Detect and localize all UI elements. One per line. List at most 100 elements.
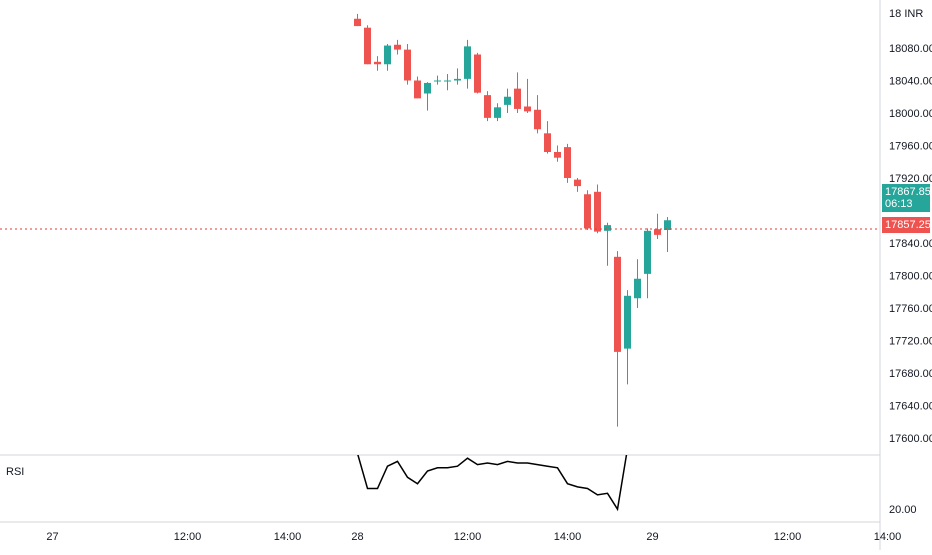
candle-body [444,80,451,82]
candle-body [404,49,411,81]
time-tick-label: 28 [351,531,363,543]
price-tick-label: 17600.00 [889,433,932,445]
rsi-tick-label: 20.00 [889,504,917,516]
candle [454,68,461,85]
time-tick-label: 12:00 [454,531,482,543]
candle-body [524,106,531,112]
price-tick-label: 18040.00 [889,76,932,88]
candle-body [574,179,581,187]
candle [554,145,561,162]
candle-body [494,107,501,118]
candle-body [534,109,541,130]
candle-body [664,220,671,230]
price-tick-label: 17960.00 [889,141,932,153]
price-tick-label: 18000.00 [889,108,932,120]
candle [604,222,611,266]
price-tick-label: 17720.00 [889,336,932,348]
rsi-pane: 20.00 [357,455,917,516]
candle [504,88,511,113]
rsi-line [357,455,628,512]
candle [614,251,621,427]
time-tick-label: 14:00 [274,531,302,543]
candle [394,39,401,55]
candle-body [654,229,661,235]
candle [574,178,581,192]
rsi-indicator-label[interactable]: RSI [6,466,25,478]
time-tick-label: 29 [646,531,658,543]
bar-countdown: 06:13 [885,198,913,210]
price-tick-label: 17760.00 [889,303,932,315]
candle-body [624,295,631,349]
price-tick-label: 18080.00 [889,43,932,55]
price-tick-label: 17680.00 [889,368,932,380]
candle [384,43,391,71]
candle-body [434,80,441,82]
candle [464,39,471,89]
candle [544,121,551,154]
candle-body [424,82,431,94]
candle [564,143,571,183]
candle-body [364,27,371,65]
candle-body [464,46,471,79]
reference-price-value: 17857.25 [885,219,931,231]
currency-label[interactable]: 18 INR [889,8,923,20]
candle [444,74,451,91]
candle-body [454,78,461,81]
candle [484,91,491,122]
candle-body [594,191,601,232]
last-price-value: 17867.85 [885,186,931,198]
candle-body [384,45,391,65]
price-axis[interactable]: 18080.00 18040.00 18000.00 17960.00 17920.00… [889,43,932,445]
candle-body [474,54,481,93]
currency-code: INR [904,8,924,20]
candle-body [484,95,491,118]
time-tick-label: 27 [46,531,58,543]
time-tick-label: 14:00 [554,531,582,543]
candle-body [374,61,381,65]
candle-body [644,230,651,274]
candle-body [544,133,551,152]
candle-body [584,194,591,229]
candle-body [634,278,641,299]
time-axis[interactable]: 14:002712:0014:002812:0014:002912:0014:0… [0,531,932,543]
candle-body [504,96,511,105]
candle [434,75,441,85]
candle [474,52,481,94]
candle-body [614,256,621,352]
price-tick-label: 17800.00 [889,271,932,283]
time-tick-label: 12:00 [774,531,802,543]
candle [494,103,501,122]
candle [654,213,661,239]
candle [404,43,411,85]
candle [364,25,371,65]
candle-body [414,80,421,99]
candle-body [564,147,571,178]
candle [354,13,361,27]
reference-price-tag: 17857.25 [882,217,931,233]
candle [644,228,651,299]
candle [424,82,431,111]
time-tick-label: 14:00 [874,531,902,543]
candle-body [604,225,611,231]
candle [514,72,521,113]
price-tick-label: 17840.00 [889,238,932,250]
candle-body [394,44,401,50]
price-tick-label: 17640.00 [889,401,932,413]
candle [584,190,591,230]
candle [624,290,631,385]
candle [524,78,531,113]
candle-body [514,88,521,109]
candles [354,13,671,427]
candle [634,259,641,308]
candle [414,76,421,99]
time-tick-label: 12:00 [174,531,202,543]
candle-body [354,18,361,27]
candle [594,184,601,234]
last-price-tag: 17867.85 06:13 [882,184,931,212]
currency-axis-prefix: 18 [889,8,902,20]
candle [534,95,541,134]
price-tick-label: 17920.00 [889,173,932,185]
candle-body [554,152,561,158]
